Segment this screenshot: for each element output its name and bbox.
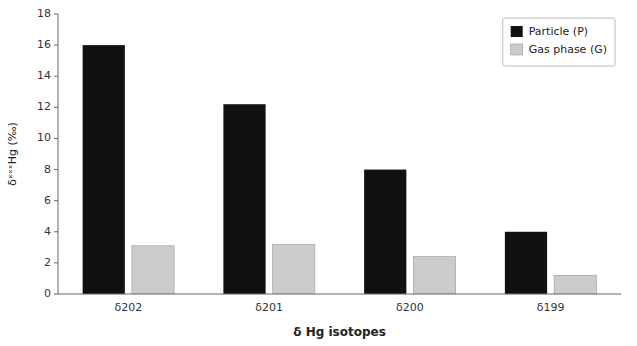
bar [273, 244, 315, 294]
y-tick-label: 2 [44, 256, 51, 269]
bar [413, 257, 455, 294]
y-tick [54, 231, 58, 232]
legend-box [503, 18, 615, 66]
y-tick-label: 8 [44, 163, 51, 176]
y-tick [54, 45, 58, 46]
y-tick [54, 138, 58, 139]
x-tick-label: δ201 [255, 301, 283, 314]
bar [505, 232, 547, 294]
y-tick-label: 0 [44, 287, 51, 300]
x-axis-line [58, 294, 621, 295]
y-tick [54, 14, 58, 15]
y-tick-label: 6 [44, 194, 51, 207]
x-tick-label: δ199 [537, 301, 565, 314]
legend-label: Gas phase (G) [529, 43, 607, 56]
bar [83, 45, 125, 294]
y-tick [54, 200, 58, 201]
y-tick-label: 10 [37, 131, 51, 144]
legend: Particle (P) Gas phase (G) [503, 18, 615, 66]
y-tick-label: 14 [37, 69, 51, 82]
y-tick [54, 294, 58, 295]
axes: 0 2 4 6 8 10 12 14 16 18 δ202 δ201 δ200 δ199 [37, 7, 621, 314]
bar [364, 170, 406, 294]
y-tick [54, 169, 58, 170]
y-tick [54, 262, 58, 263]
bar [554, 275, 596, 294]
chart: 0 2 4 6 8 10 12 14 16 18 δ202 δ201 δ200 δ199 δ Hg isot… [0, 0, 637, 346]
bar [132, 246, 174, 294]
x-tick-label: δ202 [115, 301, 143, 314]
y-tick-label: 18 [37, 7, 51, 20]
bar [223, 104, 265, 294]
y-tick [54, 107, 58, 108]
y-tick [54, 76, 58, 77]
y-tick-label: 12 [37, 100, 51, 113]
y-tick-label: 4 [44, 225, 51, 238]
y-axis-label: δˣˣˣHg (‰) [6, 122, 19, 185]
bars [83, 45, 597, 294]
x-tick-label: δ200 [396, 301, 424, 314]
y-axis-line [58, 14, 59, 294]
legend-swatch [511, 26, 523, 37]
y-tick-label: 16 [37, 38, 51, 51]
legend-label: Particle (P) [529, 25, 588, 38]
x-axis-label: δ Hg isotopes [293, 325, 386, 339]
legend-swatch [511, 44, 523, 55]
